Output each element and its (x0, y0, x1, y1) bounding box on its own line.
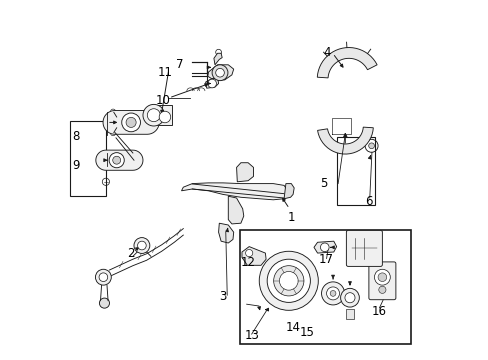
Polygon shape (228, 196, 244, 224)
Circle shape (344, 293, 354, 303)
Polygon shape (213, 53, 222, 65)
Circle shape (377, 273, 386, 282)
Circle shape (321, 282, 344, 305)
Circle shape (215, 49, 221, 55)
Text: 2: 2 (127, 247, 135, 260)
Circle shape (110, 131, 115, 136)
Text: 10: 10 (156, 94, 171, 107)
Circle shape (215, 68, 224, 77)
Circle shape (329, 291, 335, 296)
Bar (337, 137, 374, 205)
Polygon shape (205, 78, 218, 88)
Text: 1: 1 (287, 211, 294, 224)
Text: 9: 9 (72, 159, 80, 172)
Circle shape (110, 109, 115, 114)
Text: 15: 15 (299, 327, 314, 339)
Text: 16: 16 (371, 305, 386, 318)
Text: 14: 14 (285, 321, 300, 334)
FancyBboxPatch shape (346, 230, 382, 266)
Text: 3: 3 (219, 291, 226, 303)
Polygon shape (313, 241, 336, 253)
Circle shape (159, 111, 170, 123)
Circle shape (95, 269, 111, 285)
Text: 6: 6 (364, 195, 372, 208)
Circle shape (212, 65, 227, 81)
Circle shape (126, 117, 136, 127)
Polygon shape (207, 65, 233, 80)
Text: 17: 17 (319, 253, 333, 266)
Circle shape (320, 243, 328, 252)
Circle shape (378, 286, 385, 293)
Circle shape (109, 153, 124, 168)
Text: 12: 12 (240, 256, 255, 269)
Circle shape (122, 113, 140, 132)
Text: 4: 4 (323, 46, 330, 59)
Circle shape (223, 229, 230, 236)
Text: 7: 7 (176, 58, 183, 71)
Circle shape (368, 143, 374, 149)
Bar (345, 309, 354, 319)
Circle shape (245, 249, 252, 257)
Bar (240, 230, 410, 344)
Text: 5: 5 (319, 177, 327, 190)
Circle shape (266, 259, 310, 302)
Circle shape (142, 104, 164, 126)
Polygon shape (236, 163, 253, 182)
Circle shape (137, 241, 146, 250)
Circle shape (99, 273, 107, 282)
Polygon shape (181, 183, 289, 200)
Circle shape (147, 109, 160, 122)
Circle shape (273, 266, 303, 296)
Circle shape (102, 178, 109, 185)
Text: 13: 13 (244, 329, 259, 342)
Polygon shape (317, 48, 376, 78)
Circle shape (259, 251, 318, 310)
Polygon shape (242, 247, 265, 265)
Circle shape (340, 288, 359, 307)
Circle shape (365, 139, 377, 152)
Text: 8: 8 (72, 130, 80, 143)
Circle shape (134, 238, 149, 253)
Circle shape (99, 298, 109, 308)
Circle shape (113, 156, 121, 164)
Bar (70, 121, 106, 196)
Polygon shape (317, 127, 372, 154)
Circle shape (279, 271, 298, 290)
Text: 11: 11 (158, 66, 172, 78)
Polygon shape (96, 150, 142, 170)
FancyBboxPatch shape (368, 262, 395, 300)
Circle shape (374, 269, 389, 285)
Circle shape (326, 287, 339, 300)
Circle shape (207, 79, 216, 88)
Bar (157, 105, 172, 125)
Circle shape (230, 208, 239, 217)
Polygon shape (284, 184, 294, 199)
Polygon shape (103, 111, 159, 134)
Polygon shape (218, 223, 233, 243)
